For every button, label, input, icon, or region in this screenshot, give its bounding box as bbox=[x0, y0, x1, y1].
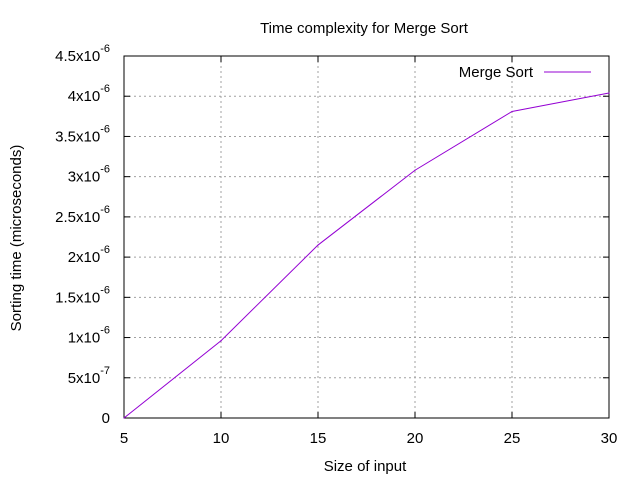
data-point bbox=[317, 244, 319, 246]
y-tick-label: 2x10-6 bbox=[68, 244, 110, 266]
series-line-merge-sort bbox=[123, 92, 610, 419]
x-tick-label: 5 bbox=[120, 430, 128, 447]
y-tick-label: 4x10-6 bbox=[68, 83, 110, 105]
data-point bbox=[511, 110, 513, 113]
x-tick-label: 20 bbox=[407, 430, 424, 447]
grid bbox=[124, 56, 609, 418]
data-point bbox=[414, 169, 416, 171]
data-point bbox=[608, 92, 610, 94]
y-tick-label: 3x10-6 bbox=[68, 164, 110, 186]
y-tick-label: 1.5x10-6 bbox=[55, 284, 110, 306]
y-tick-label: 1x10-6 bbox=[68, 325, 110, 347]
y-tick-label: 0 bbox=[102, 410, 110, 427]
y-tick-label: 5x10-7 bbox=[68, 365, 110, 387]
y-tick-label: 4.5x10-6 bbox=[55, 43, 110, 65]
axes: 5 10 15 20 25 30 0 5x10-7 1x10-6 1.5x10-6 2x10-6 2.… bbox=[55, 43, 617, 447]
legend: Merge Sort bbox=[459, 64, 591, 81]
x-tick-label: 15 bbox=[310, 430, 327, 447]
x-tick-label: 10 bbox=[213, 430, 230, 447]
y-tick-label: 3.5x10-6 bbox=[55, 123, 110, 145]
x-tick-label: 25 bbox=[504, 430, 521, 447]
plot-frame bbox=[123, 55, 610, 419]
x-tick-label: 30 bbox=[601, 430, 618, 447]
x-axis-label: Size of input bbox=[324, 458, 407, 475]
y-tick-label: 2.5x10-6 bbox=[55, 204, 110, 226]
legend-label: Merge Sort bbox=[459, 64, 534, 81]
series-layer bbox=[123, 92, 610, 419]
data-point bbox=[220, 340, 222, 342]
chart-title: Time complexity for Merge Sort bbox=[260, 20, 469, 37]
y-axis-label: Sorting time (microseconds) bbox=[8, 145, 25, 332]
data-point bbox=[123, 417, 125, 419]
